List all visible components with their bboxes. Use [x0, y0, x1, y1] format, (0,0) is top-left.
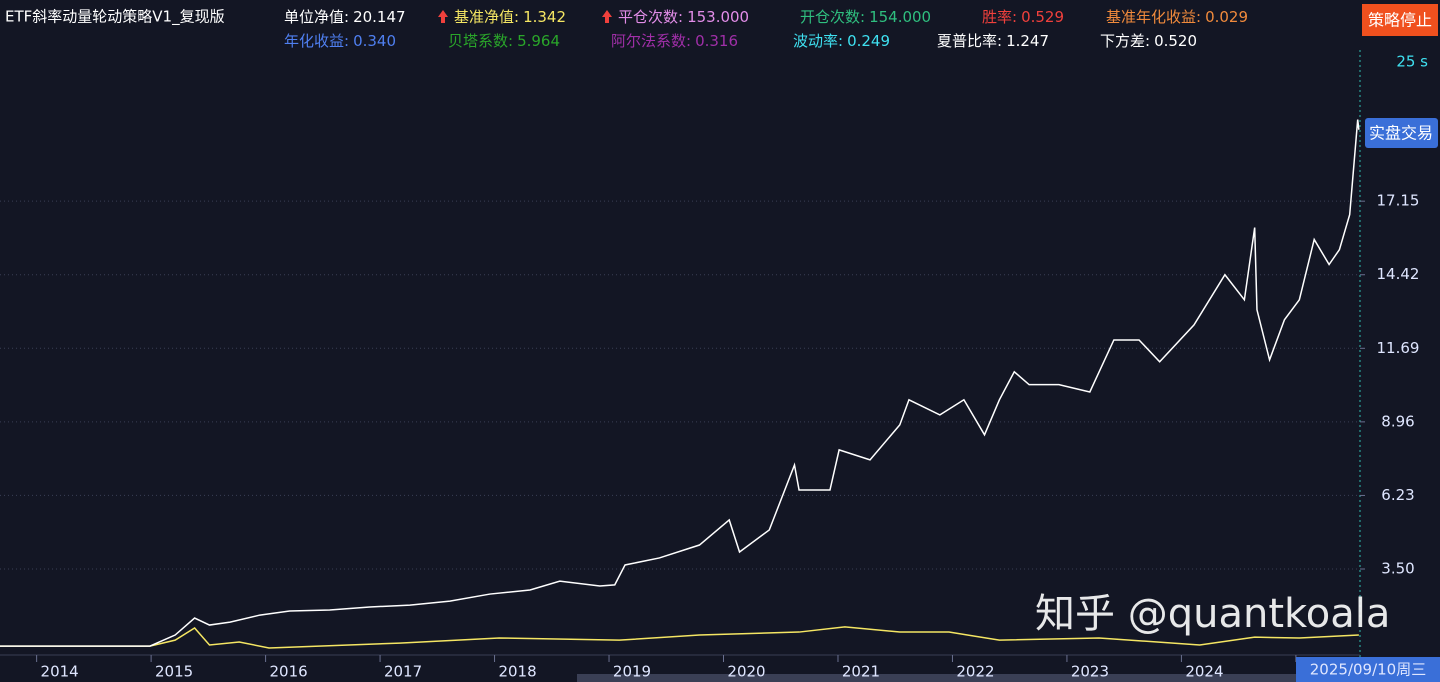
stat-label: 波动率:	[793, 32, 843, 50]
x-tick-label: 2016	[269, 663, 307, 681]
stat-value: 20.147	[353, 8, 406, 26]
stat-value: 1.247	[1006, 32, 1049, 50]
stat-value: 154.000	[869, 8, 931, 26]
stat-label: 开仓次数:	[800, 8, 865, 26]
x-tick-label: 2018	[498, 663, 536, 681]
x-tick-label: 2017	[384, 663, 422, 681]
x-tick-label: 2022	[956, 663, 994, 681]
stat: 单位净值: 20.147	[284, 8, 406, 26]
stat-label: 胜率:	[982, 8, 1017, 26]
x-tick-label: 2023	[1071, 663, 1109, 681]
stat-value: 0.029	[1205, 8, 1248, 26]
x-tick-label: 2015	[155, 663, 193, 681]
stop-button-label[interactable]: 策略停止	[1368, 11, 1432, 30]
stat: 开仓次数: 154.000	[800, 8, 931, 26]
series-line	[0, 626, 1359, 649]
plot	[0, 119, 1360, 649]
stat-label: 基准净值:	[454, 8, 519, 26]
series-line	[0, 119, 1360, 647]
strategy-title: ETF斜率动量轮动策略V1_复现版	[5, 8, 225, 27]
stat: 阿尔法系数: 0.316	[611, 32, 738, 50]
stat-value: 153.000	[687, 8, 749, 26]
stat: 夏普比率: 1.247	[937, 32, 1049, 50]
watermark: 知乎 @quantkoala	[1035, 591, 1390, 637]
stat-label: 单位净值:	[284, 8, 349, 26]
stat: 波动率: 0.249	[793, 32, 890, 50]
y-tick-label: 6.23	[1381, 486, 1414, 504]
stat-value: 1.342	[523, 8, 566, 26]
cursor-date: 2025/09/10周三	[1310, 661, 1426, 679]
y-tick-label: 11.69	[1377, 339, 1420, 357]
x-tick-label: 2019	[613, 663, 651, 681]
y-tick-label: 14.42	[1377, 265, 1420, 283]
live-button[interactable]	[1365, 118, 1438, 148]
stat: 胜率: 0.529	[982, 8, 1064, 26]
stat-value: 0.249	[847, 32, 890, 50]
stat-value: 0.529	[1021, 8, 1064, 26]
x-tick-label: 2020	[727, 663, 765, 681]
stat-label: 夏普比率:	[937, 32, 1002, 50]
y-tick-label: 8.96	[1381, 412, 1414, 430]
up-arrow	[602, 10, 612, 23]
stat-label: 下方差:	[1100, 32, 1150, 50]
up-arrow	[438, 10, 448, 23]
stat-value: 0.340	[353, 32, 396, 50]
x-tick-label: 2021	[842, 663, 880, 681]
stat: 平仓次数: 153.000	[618, 8, 749, 26]
stat: 下方差: 0.520	[1100, 32, 1197, 50]
date-box	[1296, 657, 1440, 682]
stat-label: 贝塔系数:	[448, 32, 513, 50]
timer: 25 s	[1396, 53, 1428, 71]
live-button-label[interactable]: 实盘交易	[1369, 124, 1433, 143]
stat-label: 平仓次数:	[618, 8, 683, 26]
x-tick-label: 2014	[41, 663, 79, 681]
stat-value: 0.316	[695, 32, 738, 50]
x-tick-label: 2024	[1185, 663, 1223, 681]
stat-label: 年化收益:	[284, 32, 349, 50]
stat-label: 阿尔法系数:	[611, 32, 691, 50]
stat-label: 基准年化收益:	[1106, 8, 1201, 26]
stat: 基准年化收益: 0.029	[1106, 8, 1248, 26]
stat: 贝塔系数: 5.964	[448, 32, 560, 50]
y-tick-label: 17.15	[1377, 192, 1420, 210]
stop-button[interactable]	[1362, 4, 1438, 36]
stat-value: 5.964	[517, 32, 560, 50]
stat: 基准净值: 1.342	[454, 8, 566, 26]
stat-value: 0.520	[1154, 32, 1197, 50]
stat: 年化收益: 0.340	[284, 32, 396, 50]
scrollbar[interactable]	[577, 674, 1297, 682]
y-tick-label: 3.50	[1381, 560, 1414, 578]
